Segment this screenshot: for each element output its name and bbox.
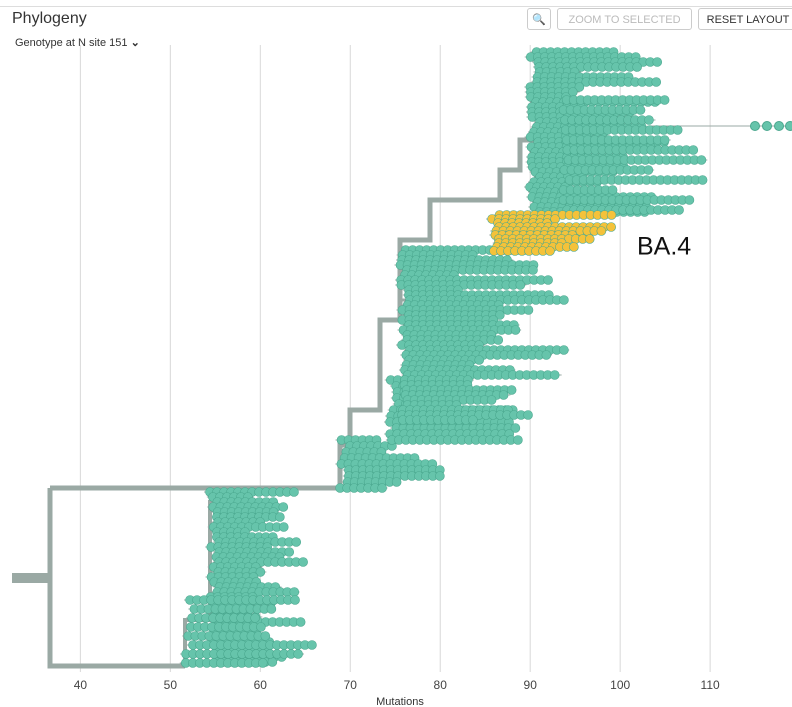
tip bbox=[298, 557, 308, 567]
tip bbox=[257, 658, 268, 668]
tip bbox=[284, 547, 295, 557]
tip bbox=[267, 657, 278, 667]
tip bbox=[550, 214, 560, 224]
reset-layout-button[interactable]: RESET LAYOUT bbox=[698, 8, 792, 30]
x-tick-label: 40 bbox=[74, 678, 88, 692]
tip bbox=[506, 385, 517, 395]
tip bbox=[278, 522, 289, 532]
tip bbox=[652, 57, 663, 67]
zoom-button[interactable]: 🔍 bbox=[527, 8, 551, 30]
clade-annotation: BA.4 bbox=[637, 233, 691, 261]
x-axis-label: Mutations bbox=[376, 696, 424, 707]
tip bbox=[696, 155, 707, 165]
tip bbox=[495, 310, 505, 320]
tip bbox=[750, 121, 760, 131]
tip bbox=[569, 242, 579, 252]
tip bbox=[549, 370, 560, 380]
tip bbox=[632, 62, 642, 72]
tip bbox=[289, 487, 299, 497]
tip bbox=[559, 295, 569, 305]
tip bbox=[606, 210, 617, 220]
tip bbox=[644, 115, 654, 125]
tip bbox=[684, 195, 695, 205]
tip bbox=[290, 595, 300, 605]
tip bbox=[275, 512, 285, 522]
tip bbox=[688, 145, 699, 155]
tip bbox=[513, 435, 523, 445]
tip bbox=[515, 280, 526, 290]
tip bbox=[291, 537, 302, 547]
tip bbox=[498, 390, 509, 400]
x-tick-label: 80 bbox=[434, 678, 448, 692]
x-tick-label: 90 bbox=[524, 678, 538, 692]
tip bbox=[596, 226, 607, 236]
x-tick-label: 60 bbox=[254, 678, 268, 692]
branch bbox=[47, 488, 185, 669]
top-rule bbox=[0, 6, 792, 7]
tip bbox=[493, 335, 504, 345]
tip bbox=[255, 567, 266, 577]
tip bbox=[528, 265, 538, 275]
tip bbox=[762, 121, 772, 131]
tip bbox=[584, 234, 595, 244]
tip bbox=[697, 175, 708, 185]
tip bbox=[543, 275, 553, 285]
tip bbox=[672, 125, 683, 135]
dropdown-label: Genotype at N site 151 bbox=[15, 37, 128, 49]
tip bbox=[278, 502, 289, 512]
tip bbox=[659, 135, 670, 145]
tip bbox=[651, 77, 662, 87]
tip bbox=[541, 350, 552, 360]
panel-title: Phylogeny bbox=[12, 10, 87, 27]
x-tick-label: 100 bbox=[610, 678, 630, 692]
tip bbox=[250, 613, 260, 623]
tip bbox=[293, 649, 303, 659]
tip bbox=[523, 305, 534, 315]
tip bbox=[607, 185, 618, 195]
tip bbox=[377, 483, 387, 493]
tip bbox=[659, 95, 670, 105]
tip bbox=[785, 121, 792, 131]
tip bbox=[643, 165, 654, 175]
tip bbox=[289, 587, 300, 597]
color-by-dropdown[interactable]: Genotype at N site 151 ⌄ bbox=[15, 36, 140, 49]
tip bbox=[266, 604, 277, 614]
tip bbox=[435, 471, 445, 481]
zoom-to-selected-button[interactable]: ZOOM TO SELECTED bbox=[557, 8, 692, 30]
tip bbox=[474, 355, 484, 365]
tip bbox=[606, 222, 616, 232]
tip bbox=[674, 205, 684, 215]
tip bbox=[295, 617, 306, 627]
tip bbox=[256, 622, 266, 632]
x-tick-label: 110 bbox=[701, 678, 720, 692]
tip bbox=[486, 395, 497, 405]
tip bbox=[510, 423, 521, 433]
chevron: ⌄ bbox=[130, 37, 140, 49]
tip bbox=[545, 246, 555, 256]
tip bbox=[260, 631, 271, 641]
tip bbox=[635, 105, 646, 115]
tip bbox=[774, 121, 784, 131]
tip bbox=[574, 82, 585, 92]
tip bbox=[523, 410, 533, 420]
tip bbox=[391, 477, 402, 487]
tip bbox=[307, 640, 317, 650]
x-tick-label: 70 bbox=[344, 678, 358, 692]
tip bbox=[468, 415, 478, 425]
tip bbox=[559, 345, 569, 355]
x-tick-label: 50 bbox=[164, 678, 178, 692]
tip bbox=[510, 325, 521, 335]
